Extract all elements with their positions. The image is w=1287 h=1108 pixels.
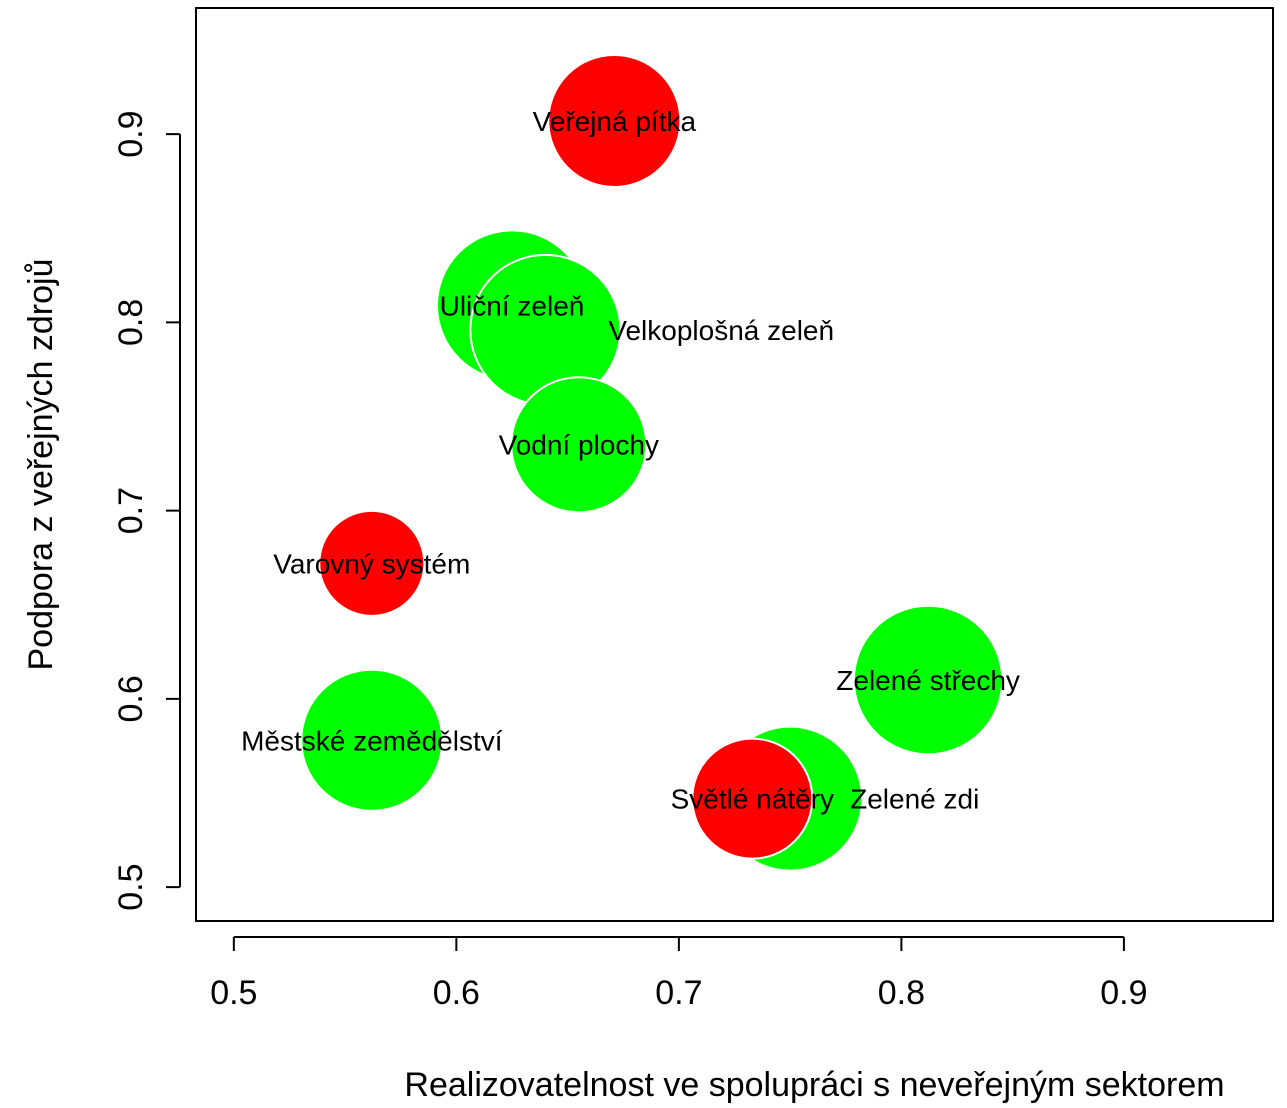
y-axis: 0.5 0.6 0.7 0.8 0.9 (112, 110, 180, 910)
y-tick-label: 0.8 (112, 299, 150, 346)
bubble-label: Zelené zdi (850, 784, 979, 815)
x-tick-label: 0.9 (1100, 974, 1147, 1012)
bubble-label: Vodní plochy (499, 430, 659, 461)
bubble-label: Městské zemědělství (241, 725, 503, 756)
bubble-label: Velkoplošná zeleň (608, 315, 834, 346)
y-tick-label: 0.6 (112, 675, 150, 722)
y-tick-label: 0.5 (112, 863, 150, 910)
x-axis: 0.5 0.6 0.7 0.8 0.9 (210, 937, 1147, 1012)
bubble-label: Varovný systém (273, 548, 470, 579)
bubble-label: Zelené střechy (836, 665, 1020, 696)
y-axis-title: Podpora z veřejných zdrojů (22, 258, 60, 670)
bubble-label: Světlé nátěry (671, 784, 834, 815)
x-tick-label: 0.7 (655, 974, 702, 1012)
x-tick-label: 0.5 (210, 974, 257, 1012)
x-axis-title: Realizovatelnost ve spolupráci s neveřej… (404, 1066, 1224, 1104)
y-tick-label: 0.7 (112, 487, 150, 534)
bubble-label: Uliční zeleň (440, 290, 585, 321)
y-tick-label: 0.9 (112, 110, 150, 157)
x-tick-label: 0.6 (433, 974, 480, 1012)
bubble-label: Veřejná pítka (533, 106, 697, 137)
x-tick-label: 0.8 (878, 974, 925, 1012)
